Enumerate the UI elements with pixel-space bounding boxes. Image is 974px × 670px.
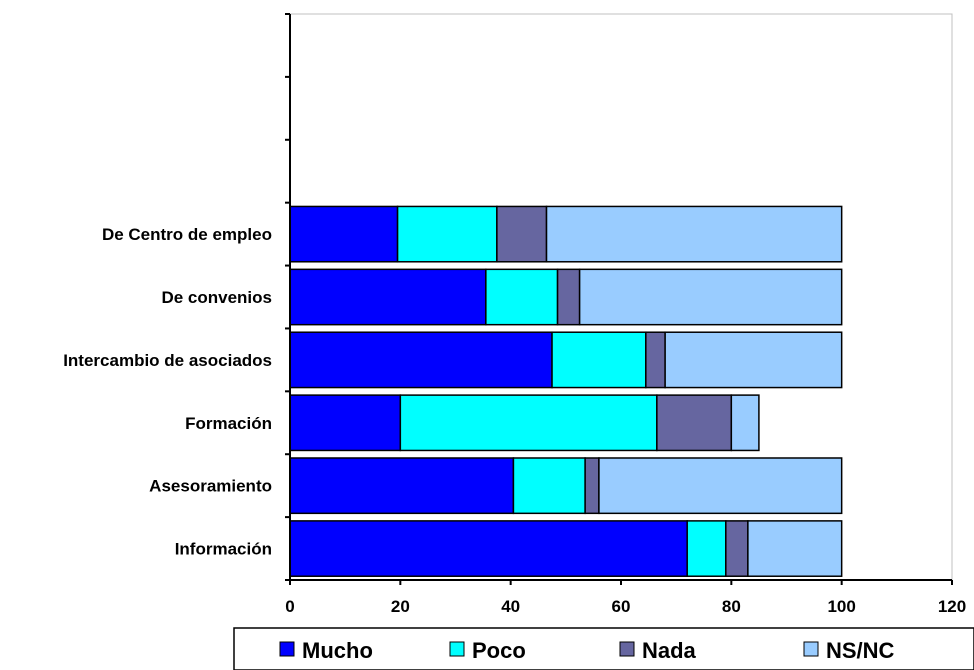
bar-segment-nada bbox=[725, 520, 749, 577]
x-tick-label: 40 bbox=[501, 597, 520, 616]
bar-segment-mucho bbox=[289, 457, 515, 515]
bar-segment-poco bbox=[686, 520, 727, 577]
bar-segment-ns-nc bbox=[598, 457, 843, 515]
legend-label: Poco bbox=[472, 638, 526, 663]
category-label: Formación bbox=[185, 414, 272, 433]
legend-swatch bbox=[279, 641, 295, 657]
axes-group bbox=[285, 13, 953, 585]
category-label: Asesoramiento bbox=[149, 477, 272, 496]
x-tick-label: 0 bbox=[285, 597, 294, 616]
x-tick-label: 20 bbox=[391, 597, 410, 616]
category-label: De convenios bbox=[161, 288, 272, 307]
category-label: Información bbox=[175, 540, 272, 559]
bar-segment-mucho bbox=[289, 520, 688, 577]
legend-frame bbox=[233, 627, 974, 670]
legend-swatch bbox=[619, 641, 635, 657]
bar-segment-nada bbox=[656, 394, 733, 452]
bar-segment-mucho bbox=[289, 394, 402, 452]
bar-segment-poco bbox=[396, 205, 498, 263]
bar-segment-nada bbox=[645, 331, 666, 389]
legend-label: Mucho bbox=[302, 638, 373, 663]
bar-segment-nada bbox=[584, 457, 600, 515]
bars-group bbox=[289, 205, 843, 577]
bar-segment-poco bbox=[551, 331, 647, 389]
bar-segment-ns-nc bbox=[730, 394, 760, 452]
x-tick-label: 120 bbox=[938, 597, 966, 616]
bar-segment-mucho bbox=[289, 205, 399, 263]
bar-segment-ns-nc bbox=[578, 268, 843, 326]
category-label: De Centro de empleo bbox=[102, 225, 272, 244]
bar-segment-mucho bbox=[289, 331, 553, 389]
x-tick-label: 60 bbox=[612, 597, 631, 616]
legend-label: NS/NC bbox=[826, 638, 895, 663]
category-labels-group: Información Asesoramiento Formación Interca… bbox=[63, 225, 272, 558]
bar-segment-poco bbox=[399, 394, 658, 452]
bar-segment-ns-nc bbox=[545, 205, 843, 263]
bar-segment-nada bbox=[556, 268, 581, 326]
legend-swatch bbox=[449, 641, 465, 657]
bar-segment-ns-nc bbox=[747, 520, 843, 577]
bar-segment-poco bbox=[485, 268, 559, 326]
bar-segment-poco bbox=[512, 457, 586, 515]
category-label: Intercambio de asociados bbox=[63, 351, 272, 370]
bar-segment-ns-nc bbox=[664, 331, 843, 389]
x-tick-labels-group: 0 20 40 60 80 100 120 bbox=[285, 597, 966, 616]
legend-swatch bbox=[803, 641, 819, 657]
bar-segment-mucho bbox=[289, 268, 487, 326]
bar-segment-nada bbox=[496, 205, 548, 263]
legend: Mucho Poco Nada NS/NC bbox=[233, 627, 974, 670]
x-tick-label: 100 bbox=[827, 597, 855, 616]
legend-label: Nada bbox=[642, 638, 697, 663]
x-tick-label: 80 bbox=[722, 597, 741, 616]
